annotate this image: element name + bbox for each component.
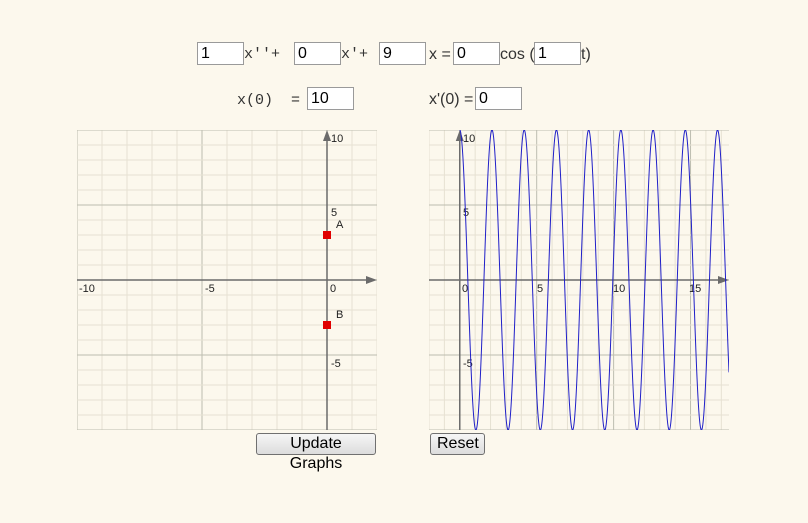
solution-graph[interactable]: 0 5 10 15 10 5 -5 [429,130,729,430]
term-x-double-prime: x''+ [244,46,281,63]
t-tick-10: 10 [613,283,625,295]
term-x-prime: x'+ [341,46,369,63]
point-a[interactable] [323,231,331,239]
x0-label: x(0) = [237,92,301,109]
coef-c-input[interactable] [379,42,426,65]
solution-axes [429,130,729,430]
solution-curve [459,130,729,430]
coef-b-input[interactable] [294,42,341,65]
xt-tick-neg5: -5 [463,358,473,370]
amplitude-input[interactable] [453,42,500,65]
v0-input[interactable] [475,87,522,110]
term-x-equals: x = [429,46,451,63]
t-tick-5: 5 [537,283,543,295]
x-tick-neg10: -10 [79,283,95,295]
phase-axes [77,130,377,430]
point-label-a: A [336,219,344,231]
t-tick-15: 15 [689,283,701,295]
point-label-b: B [336,309,343,321]
xt-tick-10: 10 [463,133,475,145]
x-tick-neg5: -5 [205,283,215,295]
point-b[interactable] [323,321,331,329]
x-axis-arrow-icon [366,276,377,284]
x-tick-0: 0 [330,283,336,295]
cos-label: cos ( [500,46,535,63]
t-close-label: t) [581,46,591,63]
coef-a-input[interactable] [197,42,244,65]
reset-button[interactable]: Reset [430,433,485,455]
x0-input[interactable] [307,87,354,110]
t-tick-0: 0 [462,283,468,295]
y-tick-5: 5 [331,207,337,219]
omega-input[interactable] [534,42,581,65]
update-graphs-button[interactable]: Update Graphs [256,433,376,472]
phase-plane-graph[interactable]: -10 -5 0 10 5 -5 A B [77,130,377,430]
v0-label: x'(0) = [429,91,474,108]
y-tick-10: 10 [331,133,343,145]
x-axis-arrow-icon [718,276,729,284]
y-axis-arrow-icon [323,130,331,141]
y-tick-neg5: -5 [331,358,341,370]
xt-tick-5: 5 [463,207,469,219]
